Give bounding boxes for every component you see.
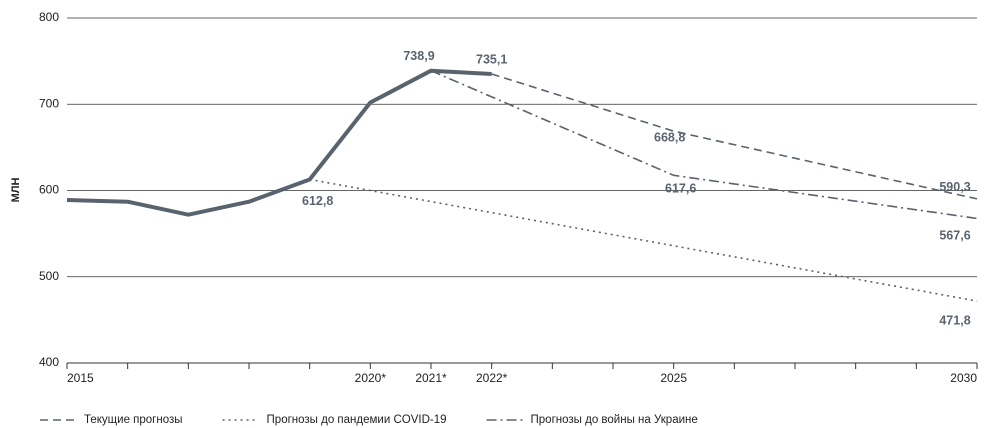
series-line [491,73,978,200]
value-label: 668,8 [654,130,685,144]
value-label: 738,9 [403,49,434,63]
legend-label: Прогнозы до войны на Украине [531,414,698,426]
x-tick-label: 2021* [415,371,447,385]
value-label: 612,8 [302,194,333,208]
y-tick-label: 800 [39,10,59,24]
value-label: 735,1 [476,52,507,66]
value-label: 471,8 [939,313,970,327]
legend-label: Прогнозы до пандемии COVID-19 [267,414,447,426]
x-tick-label: 2030 [950,371,977,385]
x-tick-label: 2015 [67,371,94,385]
x-tick-label: 2020* [355,371,387,385]
series-line [430,69,978,220]
y-tick-label: 500 [39,269,59,283]
x-tick-label: 2025 [660,371,687,385]
y-tick-label: 700 [39,96,59,110]
y-tick-label: 600 [39,183,59,197]
y-axis-label: МЛН [10,178,22,203]
value-label: 590,3 [939,180,970,194]
y-tick-label: 400 [39,355,59,369]
series-line [309,178,978,302]
value-label: 567,6 [939,229,970,243]
value-label: 617,6 [665,182,696,196]
legend-label: Текущие прогнозы [84,414,183,426]
series-line [66,68,492,217]
x-tick-label: 2022* [476,371,508,385]
